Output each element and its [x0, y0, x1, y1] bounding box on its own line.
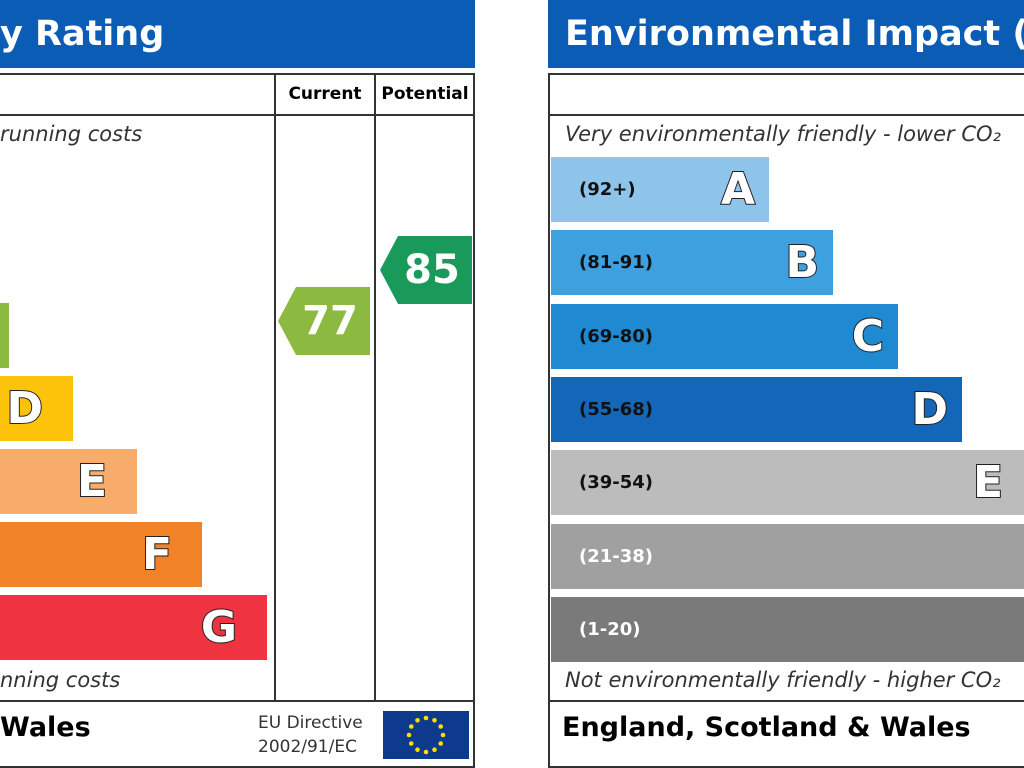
right-title: Environmental Impact (C [548, 0, 1024, 68]
star [438, 724, 444, 729]
band-c [0, 303, 9, 368]
directive: 2002/91/EC [258, 737, 357, 757]
band-letter: E [76, 455, 108, 508]
band-letter: B [784, 236, 820, 289]
band-letter: G [200, 601, 238, 654]
band [551, 450, 1024, 516]
star [432, 717, 437, 723]
left-title: y Rating [0, 0, 475, 68]
band-letter: E [972, 456, 1004, 509]
top-note: running costs [0, 122, 143, 146]
band [551, 523, 1024, 589]
potential-value: 85 [404, 247, 460, 293]
col-current: Current [288, 84, 362, 104]
rule [548, 114, 1024, 116]
star [432, 747, 437, 753]
rule [0, 700, 475, 702]
star [408, 741, 414, 746]
top-note: Very environmentally friendly - lower CO… [565, 122, 1001, 146]
current-value: 77 [302, 298, 358, 344]
band-range: (21-38) [579, 545, 654, 567]
band [551, 376, 962, 442]
bottom-note: nning costs [0, 668, 121, 692]
band-range: (1-20) [579, 618, 641, 640]
band [0, 522, 202, 587]
band-range: (69-80) [579, 325, 654, 347]
band-range: (92+) [579, 179, 636, 200]
star [415, 747, 420, 753]
directive: EU Directive [258, 713, 363, 733]
band [551, 303, 898, 369]
rule [274, 73, 276, 702]
col-potential: Potential [381, 84, 469, 104]
band-letter: F [141, 528, 173, 581]
band [0, 595, 267, 660]
band-range: (39-54) [579, 472, 654, 494]
band [0, 376, 73, 441]
band-range: (81-91) [579, 252, 654, 274]
left-footer: Wales [0, 712, 91, 743]
band [0, 449, 137, 514]
rule [374, 73, 376, 702]
band-letter: D [5, 382, 44, 435]
right-frame [548, 73, 1024, 768]
current-arrow [278, 287, 370, 355]
left-frame [0, 73, 475, 768]
band-range: (55-68) [579, 398, 654, 420]
star [423, 715, 429, 721]
right-footer: England, Scotland & Wales [562, 712, 971, 743]
star [406, 732, 412, 738]
band-letter: D [910, 383, 949, 436]
bottom-note: Not environmentally friendly - higher CO… [565, 668, 1001, 692]
potential-arrow [380, 236, 472, 304]
star [423, 749, 429, 755]
eu-flag [383, 711, 469, 759]
band-letter: A [720, 163, 756, 216]
rule [0, 114, 475, 116]
band [551, 230, 833, 296]
star [440, 732, 446, 738]
band [551, 157, 769, 222]
band-letter: C [851, 310, 885, 363]
band [551, 596, 1024, 662]
rule [548, 700, 1024, 702]
star [408, 724, 414, 729]
star [438, 741, 444, 746]
star [415, 717, 420, 723]
